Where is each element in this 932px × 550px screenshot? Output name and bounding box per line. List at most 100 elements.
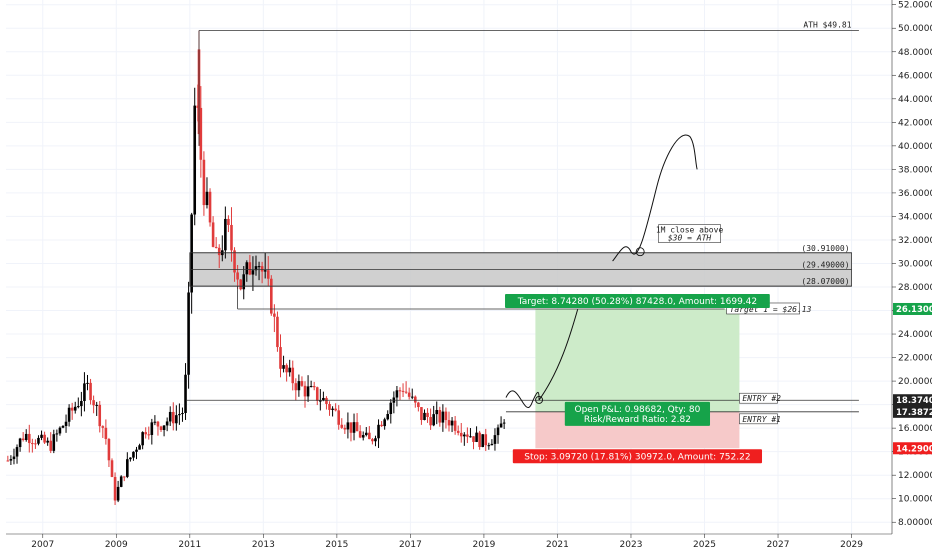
y-tick-label: 38.00000 bbox=[898, 165, 932, 175]
candle-body bbox=[377, 424, 380, 439]
candle-body bbox=[463, 434, 466, 437]
price-badge-bg bbox=[893, 405, 932, 418]
projection-circle-2 bbox=[635, 247, 645, 257]
y-tick-label: 24.00000 bbox=[898, 330, 932, 340]
candle-body bbox=[52, 434, 56, 451]
grid bbox=[6, 0, 892, 534]
y-tick-label: 12.00000 bbox=[898, 471, 932, 481]
candle-body bbox=[159, 426, 163, 431]
candle-body bbox=[260, 266, 264, 272]
candle-body bbox=[279, 347, 282, 369]
y-tick-label: 10.00000 bbox=[898, 495, 932, 505]
price-badge-bg bbox=[893, 302, 932, 315]
y-tick-label: 48.00000 bbox=[898, 48, 932, 58]
candle-body bbox=[257, 266, 261, 268]
candle-body bbox=[242, 274, 246, 290]
candle-body bbox=[135, 449, 138, 452]
candle-body bbox=[389, 402, 393, 415]
candle-body bbox=[309, 386, 313, 388]
candle-body bbox=[441, 411, 445, 423]
candle-body bbox=[331, 408, 334, 410]
candle-body bbox=[414, 396, 417, 403]
candle-body bbox=[334, 408, 337, 411]
x-tick-label: 2019 bbox=[472, 540, 495, 550]
y-tick-label: 8.00000 bbox=[898, 518, 932, 528]
candle-body bbox=[251, 270, 255, 275]
candle-body bbox=[165, 421, 169, 426]
candle-body bbox=[368, 432, 371, 440]
x-tick-label: 2027 bbox=[767, 540, 790, 550]
candle-body bbox=[153, 421, 157, 423]
candle-body bbox=[15, 447, 19, 457]
y-tick-label: 40.00000 bbox=[898, 142, 932, 152]
annotation-line-1: 1M close above bbox=[656, 226, 724, 235]
candle-body bbox=[386, 414, 390, 420]
candle-body bbox=[484, 434, 488, 446]
x-tick-label: 2021 bbox=[546, 540, 569, 550]
candle-body bbox=[395, 390, 399, 398]
annotation-box bbox=[658, 224, 721, 243]
candle-body bbox=[211, 222, 215, 247]
target-zone bbox=[535, 308, 740, 412]
candle-body bbox=[187, 292, 190, 375]
candle-body bbox=[469, 436, 472, 438]
candle-body bbox=[291, 367, 295, 384]
projection-path bbox=[505, 390, 540, 408]
candle-body bbox=[37, 437, 40, 444]
candle-body bbox=[49, 440, 53, 451]
candle-body bbox=[337, 410, 341, 425]
candle-body bbox=[420, 407, 423, 421]
candle-body bbox=[453, 420, 457, 431]
level-label-entry-2: ENTRY #2 bbox=[742, 394, 781, 403]
level-label-zone-bottom: (28.07000) bbox=[801, 277, 849, 286]
candle-body bbox=[217, 247, 221, 256]
price-badge-bg bbox=[893, 442, 932, 455]
candle-body bbox=[401, 390, 405, 392]
candle-body bbox=[315, 387, 319, 401]
price-badge-label: 18.37402 bbox=[896, 396, 932, 406]
candle-body bbox=[306, 386, 310, 397]
y-tick-label: 42.00000 bbox=[898, 118, 932, 128]
candle-body bbox=[184, 374, 187, 414]
x-tick-label: 2017 bbox=[399, 540, 422, 550]
candle-body bbox=[40, 434, 43, 438]
candle-body bbox=[34, 443, 37, 445]
x-axis: 2007 2009 2011 2013 2015 2017 2019 2021 2023 2025… bbox=[6, 533, 892, 550]
candle-body bbox=[116, 486, 120, 501]
candle-body bbox=[138, 445, 141, 450]
candle-body bbox=[171, 411, 175, 424]
candle-body bbox=[129, 457, 132, 460]
candle-body bbox=[502, 422, 506, 424]
candle-body bbox=[499, 423, 503, 428]
candle-body bbox=[459, 432, 463, 437]
candle-body bbox=[303, 385, 307, 397]
candle-body bbox=[352, 422, 356, 433]
candle-body bbox=[432, 414, 435, 426]
candle-body bbox=[493, 435, 497, 444]
level-label-zone-top: (30.91000) bbox=[801, 244, 849, 253]
candle-body bbox=[435, 410, 439, 415]
candle-body bbox=[266, 270, 270, 279]
candle-body bbox=[276, 316, 279, 348]
candle-body bbox=[77, 406, 80, 408]
candle-body bbox=[300, 381, 304, 386]
candle-body bbox=[233, 250, 236, 273]
candle-body bbox=[21, 438, 25, 440]
candle-body bbox=[141, 432, 144, 446]
candle-body bbox=[496, 427, 500, 436]
entry-1-box bbox=[739, 413, 778, 425]
candle-body bbox=[86, 382, 89, 384]
y-tick-label: 30.00000 bbox=[898, 259, 932, 269]
candle-body bbox=[426, 412, 429, 417]
candle-body bbox=[31, 443, 34, 445]
candle-body bbox=[181, 413, 184, 415]
entry-2-box bbox=[739, 392, 778, 404]
candle-body bbox=[190, 214, 193, 293]
candle-body bbox=[288, 367, 291, 373]
candle-body bbox=[472, 436, 475, 442]
candle-body bbox=[147, 434, 151, 436]
candle-body bbox=[423, 412, 426, 421]
candle-body bbox=[43, 434, 46, 443]
candle-body bbox=[374, 438, 377, 442]
